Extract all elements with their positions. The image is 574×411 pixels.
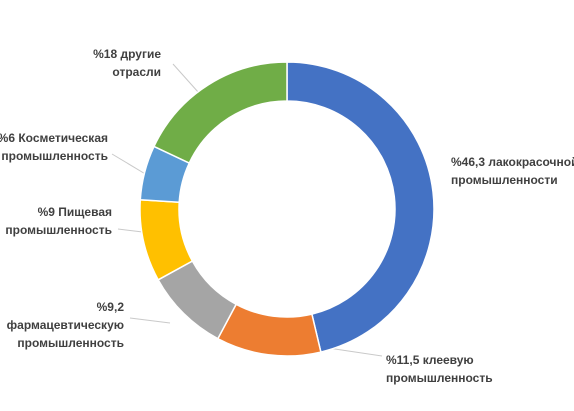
slice-label-1: %46,3 лакокрасочной промышленности xyxy=(451,155,574,187)
slice-label-2-line-1: %11,5 клеевую xyxy=(386,353,474,367)
slice-label-3-line-2: фармацевтическую xyxy=(7,318,124,332)
slice-label-2-line-2: промышленность xyxy=(386,371,493,385)
slice-label-1-line-1: %46,3 лакокрасочной xyxy=(451,155,574,169)
leader-line-3 xyxy=(129,317,171,324)
slice-label-6-line-2: отрасли xyxy=(112,65,161,79)
slice-label-3-line-1: %9,2 xyxy=(97,300,125,314)
slice-label-6-line-1: %18 другие xyxy=(93,47,161,61)
slice-label-5: %6 Косметическая промышленность xyxy=(0,131,108,163)
slice-2 xyxy=(216,303,322,357)
slice-label-4: %9 Пищевая промышленность xyxy=(5,205,112,237)
slice-6 xyxy=(152,61,288,165)
slice-label-3: %9,2 фармацевтическую промышленность xyxy=(7,300,125,350)
slice-label-6: %18 другие отрасли xyxy=(93,47,161,79)
slice-1 xyxy=(286,61,435,353)
slice-label-2: %11,5 клеевую промышленность xyxy=(386,353,493,385)
slice-label-4-line-2: промышленность xyxy=(5,223,112,237)
slice-label-3-line-3: промышленность xyxy=(17,336,124,350)
slice-label-4-line-1: %9 Пищевая xyxy=(38,205,112,219)
slice-label-1-line-2: промышленности xyxy=(451,173,558,187)
slice-label-5-line-2: промышленность xyxy=(1,149,108,163)
slice-label-5-line-1: %6 Косметическая xyxy=(0,131,108,145)
